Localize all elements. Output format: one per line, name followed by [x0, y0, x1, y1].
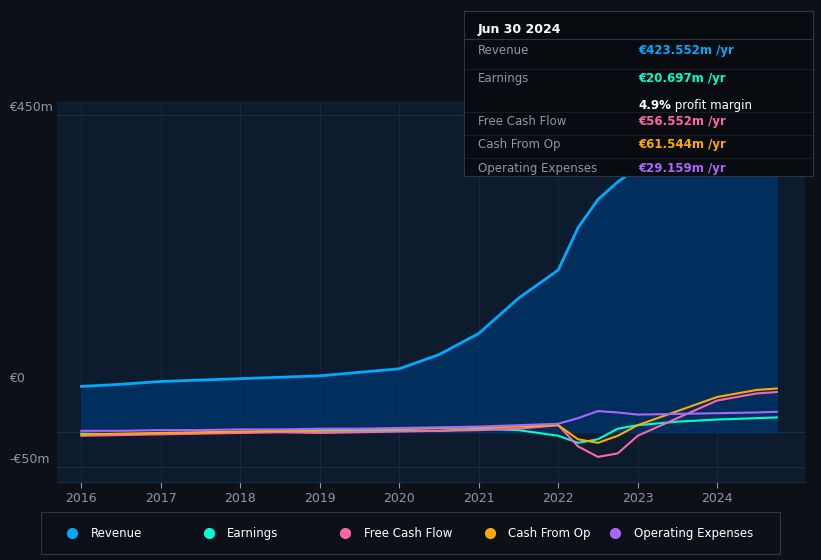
- Text: -€50m: -€50m: [9, 454, 49, 466]
- Text: €56.552m /yr: €56.552m /yr: [639, 115, 727, 128]
- Text: Earnings: Earnings: [478, 72, 530, 85]
- Text: Revenue: Revenue: [478, 44, 530, 57]
- Text: Free Cash Flow: Free Cash Flow: [478, 115, 566, 128]
- Text: Earnings: Earnings: [227, 527, 278, 540]
- Text: Revenue: Revenue: [90, 527, 142, 540]
- Text: Operating Expenses: Operating Expenses: [478, 161, 597, 175]
- Text: Jun 30 2024: Jun 30 2024: [478, 23, 562, 36]
- Text: €423.552m /yr: €423.552m /yr: [639, 44, 734, 57]
- Text: Operating Expenses: Operating Expenses: [634, 527, 753, 540]
- Text: 4.9%: 4.9%: [639, 99, 672, 112]
- Text: €450m: €450m: [9, 101, 53, 114]
- Text: €20.697m /yr: €20.697m /yr: [639, 72, 726, 85]
- Text: Cash From Op: Cash From Op: [508, 527, 590, 540]
- Text: €61.544m /yr: €61.544m /yr: [639, 138, 727, 151]
- Text: €29.159m /yr: €29.159m /yr: [639, 161, 726, 175]
- Text: Free Cash Flow: Free Cash Flow: [364, 527, 452, 540]
- Text: Cash From Op: Cash From Op: [478, 138, 560, 151]
- Text: €0: €0: [9, 372, 25, 385]
- Text: profit margin: profit margin: [672, 99, 753, 112]
